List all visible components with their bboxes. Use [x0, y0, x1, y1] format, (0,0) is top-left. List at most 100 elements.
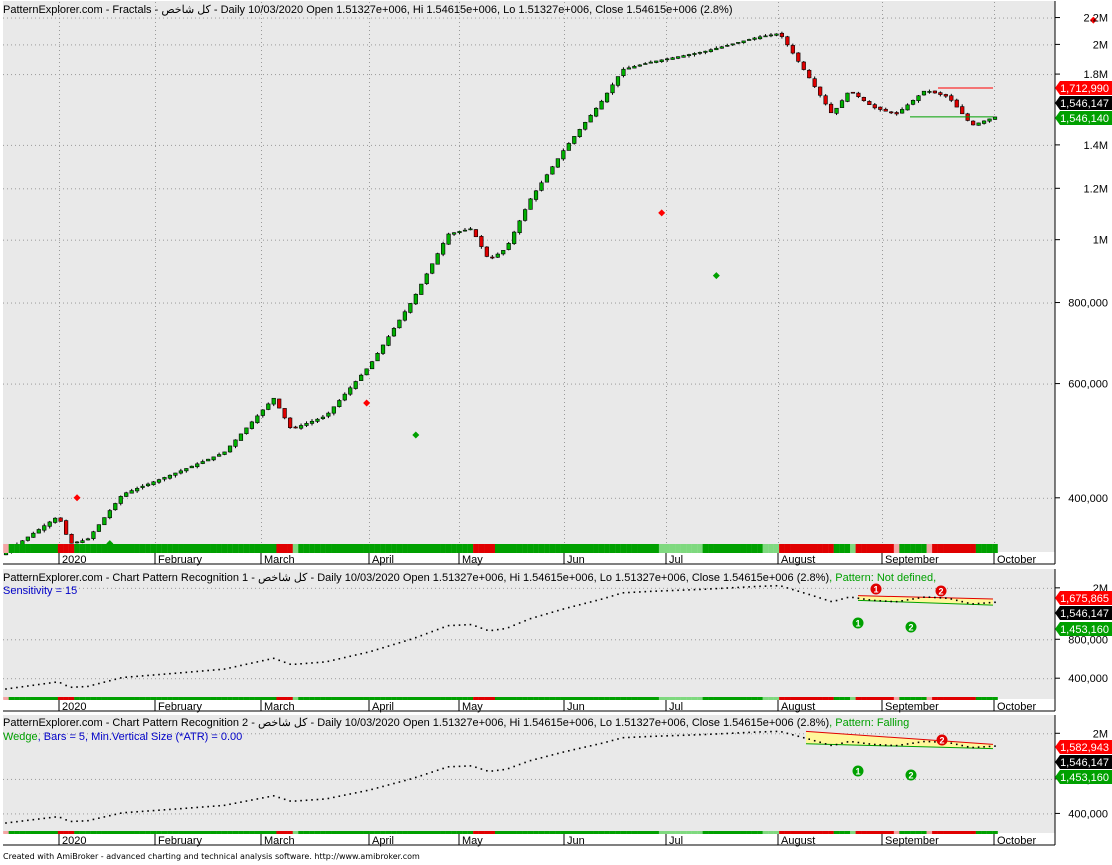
- y-grid-dot: [291, 302, 292, 304]
- y-grid-dot: [719, 587, 720, 589]
- y-grid-dot: [91, 44, 92, 46]
- y-grid-dot: [27, 497, 28, 499]
- x-grid-dot: [369, 538, 370, 539]
- y-grid-dot: [215, 813, 216, 815]
- y-grid-dot: [395, 239, 396, 241]
- y-grid-dot: [1051, 778, 1052, 780]
- y-grid-dot: [679, 239, 680, 241]
- x-grid-dot: [369, 106, 370, 107]
- y-grid-dot: [355, 639, 356, 641]
- y-grid-dot: [275, 239, 276, 241]
- y-grid-dot: [647, 813, 648, 815]
- x-grid-dot: [666, 86, 667, 87]
- x-grid-dot: [261, 134, 262, 135]
- y-grid-dot: [359, 74, 360, 76]
- y-grid-dot: [331, 639, 332, 641]
- y-grid-dot: [447, 74, 448, 76]
- y-grid-dot: [1047, 778, 1048, 780]
- y-grid-dot: [731, 813, 732, 815]
- x-grid-dot: [666, 202, 667, 203]
- y-grid-dot: [7, 497, 8, 499]
- y-grid-dot: [687, 678, 688, 680]
- y-grid-dot: [1019, 17, 1020, 19]
- x-grid-dot: [155, 222, 156, 223]
- y-grid-dot: [283, 383, 284, 385]
- x-grid-dot: [564, 514, 565, 515]
- y-grid-dot: [671, 188, 672, 190]
- y-grid-dot: [755, 639, 756, 641]
- y-grid-dot: [267, 239, 268, 241]
- y-grid-dot: [643, 74, 644, 76]
- x-grid-dot: [666, 6, 667, 7]
- y-grid-dot: [455, 813, 456, 815]
- y-grid-dot: [1035, 144, 1036, 146]
- y-grid-dot: [415, 74, 416, 76]
- y-grid-dot: [95, 639, 96, 641]
- y-grid-dot: [7, 587, 8, 589]
- y-grid-dot: [371, 239, 372, 241]
- y-grid-dot: [491, 302, 492, 304]
- y-grid-dot: [583, 302, 584, 304]
- y-grid-dot: [327, 74, 328, 76]
- y-grid-dot: [63, 497, 64, 499]
- y-grid-dot: [811, 383, 812, 385]
- y-grid-dot: [647, 239, 648, 241]
- y-grid-dot: [71, 188, 72, 190]
- y-grid-dot: [971, 813, 972, 815]
- y-grid-dot: [847, 678, 848, 680]
- y-grid-dot: [599, 383, 600, 385]
- y-grid-dot: [563, 587, 564, 589]
- y-grid-dot: [371, 497, 372, 499]
- y-grid-dot: [935, 497, 936, 499]
- y-grid-dot: [147, 188, 148, 190]
- y-grid-dot: [539, 733, 540, 735]
- y-grid-dot: [83, 302, 84, 304]
- y-grid-dot: [771, 188, 772, 190]
- y-grid-dot: [151, 239, 152, 241]
- y-grid-dot: [703, 497, 704, 499]
- y-grid-dot: [51, 302, 52, 304]
- y-grid-dot: [891, 733, 892, 735]
- y-grid-dot: [1035, 497, 1036, 499]
- x-grid-dot: [369, 322, 370, 323]
- y-grid-dot: [723, 44, 724, 46]
- y-grid-dot: [971, 497, 972, 499]
- y-grid-dot: [155, 383, 156, 385]
- y-grid-dot: [995, 639, 996, 641]
- y-grid-dot: [355, 17, 356, 19]
- y-grid-dot: [331, 74, 332, 76]
- y-grid-dot: [183, 302, 184, 304]
- y-grid-dot: [595, 813, 596, 815]
- y-grid-dot: [431, 17, 432, 19]
- y-grid-dot: [351, 813, 352, 815]
- y-grid-dot: [239, 678, 240, 680]
- x-grid-dot: [155, 486, 156, 487]
- y-grid-dot: [91, 188, 92, 190]
- y-grid-dot: [383, 639, 384, 641]
- y-grid-dot: [119, 188, 120, 190]
- y-grid-dot: [851, 188, 852, 190]
- y-grid-dot: [1051, 383, 1052, 385]
- y-grid-dot: [359, 44, 360, 46]
- y-grid-dot: [475, 302, 476, 304]
- y-grid-dot: [503, 302, 504, 304]
- y-grid-dot: [967, 17, 968, 19]
- y-grid-dot: [223, 733, 224, 735]
- y-grid-dot: [427, 497, 428, 499]
- y-grid-dot: [151, 17, 152, 19]
- x-grid-dot: [261, 222, 262, 223]
- x-grid-dot: [261, 426, 262, 427]
- y-grid-dot: [419, 302, 420, 304]
- y-grid-dot: [647, 778, 648, 780]
- x-grid-dot: [564, 142, 565, 143]
- x-grid-dot: [261, 238, 262, 239]
- y-grid-dot: [155, 733, 156, 735]
- y-grid-dot: [1039, 188, 1040, 190]
- y-grid-dot: [935, 44, 936, 46]
- y-grid-dot: [595, 733, 596, 735]
- y-grid-dot: [551, 497, 552, 499]
- x-grid-dot: [59, 526, 60, 527]
- x-grid-dot: [59, 434, 60, 435]
- y-grid-dot: [351, 497, 352, 499]
- x-grid-dot: [59, 278, 60, 279]
